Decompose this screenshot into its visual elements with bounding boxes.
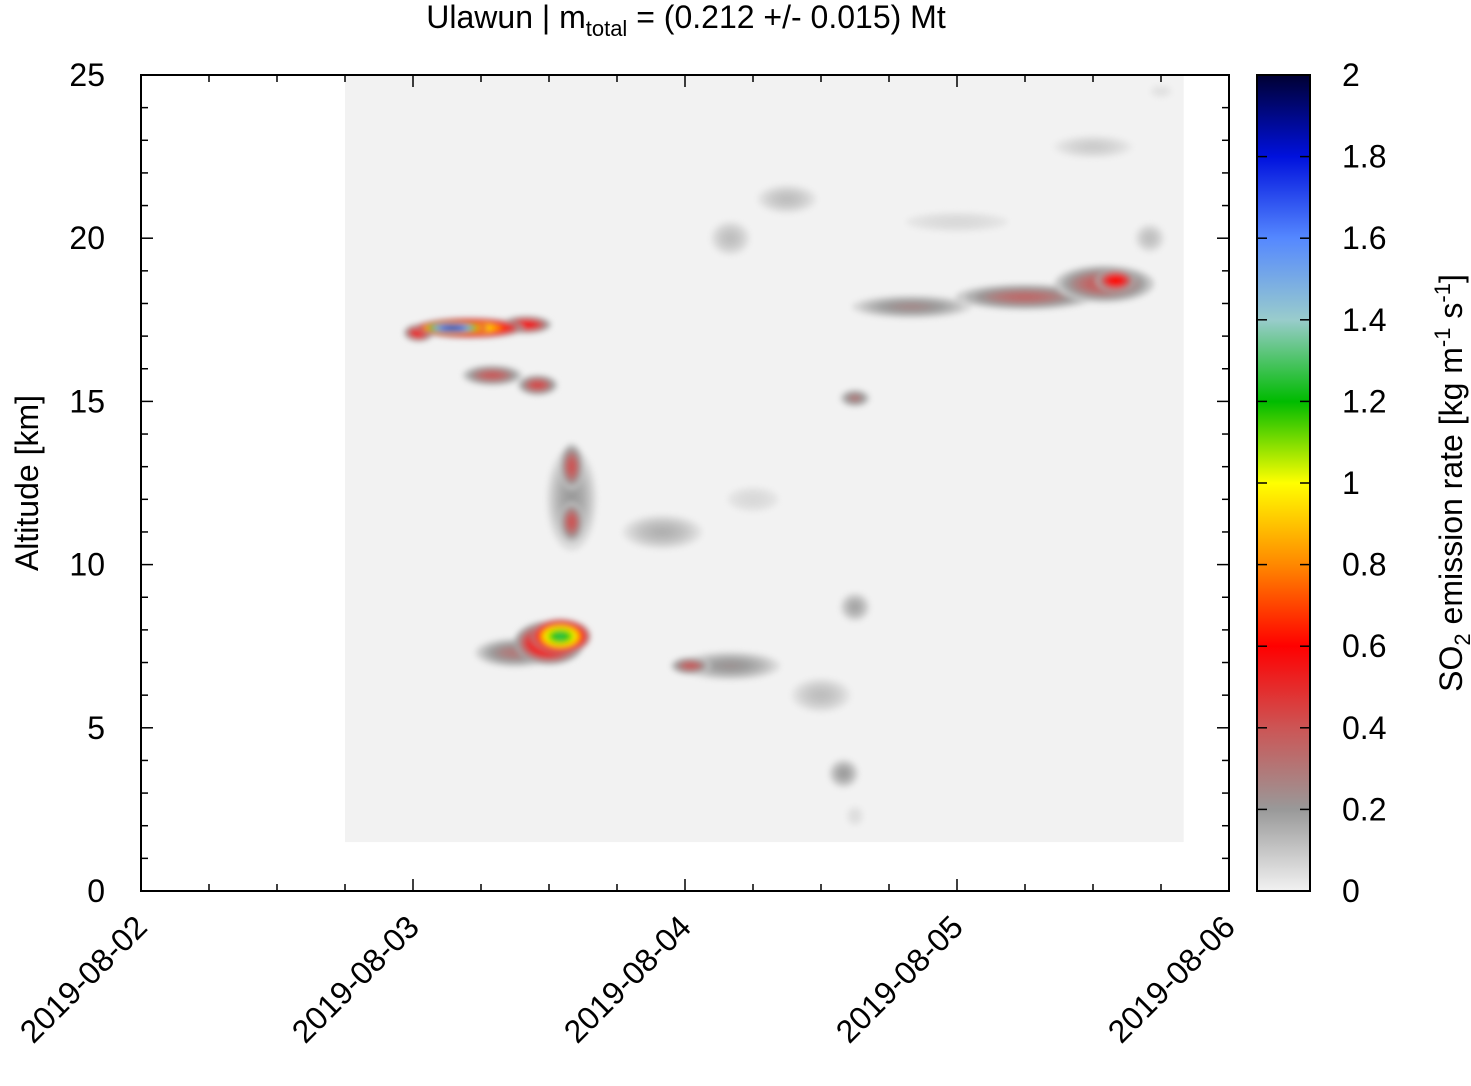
heatmap-blob — [462, 365, 523, 386]
heatmap-blob — [622, 514, 702, 550]
colorbar-tick-label: 0 — [1342, 873, 1360, 909]
heatmap-blob — [1150, 85, 1172, 98]
heatmap-blob — [710, 221, 751, 256]
heatmap-blob — [517, 375, 558, 396]
heatmap-blob — [1134, 223, 1165, 253]
heatmap-cell — [841, 771, 846, 776]
heatmap-blob — [1095, 269, 1136, 293]
colorbar-title: SO2 emission rate [kg m-1 s-1] — [1430, 274, 1471, 692]
heatmap-cell — [852, 604, 858, 610]
x-tick-label: 2019-08-06 — [1101, 908, 1242, 1049]
heatmap-blob — [559, 502, 584, 543]
heatmap-cell — [534, 383, 541, 387]
heatmap-cell — [447, 327, 458, 329]
colorbar-ticks: 0 0.2 0.4 0.6 0.8 1 1.2 1.4 1.6 1.8 2 — [1257, 57, 1386, 909]
colorbar: 0 0.2 0.4 0.6 0.8 1 1.2 1.4 1.6 1.8 2 SO2 emission… — [1256, 57, 1471, 909]
y-tick-label: 0 — [87, 873, 105, 909]
heatmap-cell — [727, 235, 734, 241]
heatmap-cell — [816, 692, 826, 698]
x-tick-label: 2019-08-05 — [829, 908, 970, 1049]
heatmap-blob — [1053, 135, 1133, 159]
heatmap-cell — [1015, 295, 1035, 299]
heatmap-blob — [670, 657, 711, 675]
plot-area — [141, 75, 1229, 891]
heatmap-cell — [1087, 145, 1099, 149]
colorbar-tick-label: 1.4 — [1342, 302, 1386, 338]
heatmap-blob — [530, 619, 591, 654]
heatmap-blob — [791, 678, 851, 713]
heatmap-blob — [757, 184, 817, 214]
heatmap-cell — [687, 664, 694, 668]
y-axis-title: Altitude [km] — [9, 395, 45, 571]
y-tick-label: 25 — [69, 57, 105, 93]
heatmap-cell — [569, 463, 574, 470]
colorbar-tick-label: 0.6 — [1342, 628, 1386, 664]
heatmap-cell — [556, 633, 565, 639]
heatmap-cell — [853, 814, 857, 818]
heatmap-blob — [680, 651, 780, 681]
colorbar-tick-label: 1.6 — [1342, 220, 1386, 256]
heatmap-blob — [846, 806, 864, 826]
colorbar-tick-label: 0.2 — [1342, 791, 1386, 827]
x-tick-label: 2019-08-04 — [557, 908, 698, 1049]
heatmap-cell — [522, 323, 530, 326]
heatmap-blob — [727, 487, 779, 512]
heatmap-blob — [840, 592, 870, 622]
y-tick-label: 15 — [69, 383, 105, 419]
heatmap-cell — [1147, 236, 1152, 241]
colorbar-tick-label: 2 — [1342, 57, 1360, 93]
heatmap-cell — [1158, 90, 1164, 93]
y-tick-label: 10 — [69, 547, 105, 583]
heatmap-cell — [416, 331, 421, 335]
heatmap-cell — [852, 396, 858, 400]
heatmap-cells — [403, 85, 1172, 826]
colorbar-tick-label: 1.8 — [1342, 139, 1386, 175]
y-tick-label: 20 — [69, 220, 105, 256]
y-axis-ticks: 0 5 10 15 20 25 — [69, 57, 1229, 909]
heatmap-blob — [852, 295, 972, 319]
colorbar-tick-label: 0.4 — [1342, 710, 1386, 746]
heatmap-cell — [723, 663, 738, 668]
heatmap-cell — [782, 196, 792, 202]
colorbar-tick-label: 1.2 — [1342, 383, 1386, 419]
heatmap-blob — [417, 321, 488, 335]
heatmap-blob — [906, 212, 1008, 232]
heatmap-blob — [840, 389, 870, 407]
heatmap-blob — [828, 759, 859, 788]
y-tick-label: 5 — [87, 710, 105, 746]
colorbar-tick-label: 1 — [1342, 465, 1360, 501]
x-tick-label: 2019-08-03 — [285, 908, 426, 1049]
chart-title: Ulawun | mtotal = (0.212 +/- 0.015) Mt — [426, 0, 946, 41]
heatmap-cell — [748, 497, 758, 502]
heatmap-blob — [559, 443, 584, 490]
x-tick-label: 2019-08-02 — [13, 908, 154, 1049]
heatmap-cell — [656, 529, 668, 535]
heatmap-cell — [569, 519, 574, 526]
heatmap-cell — [488, 373, 497, 377]
heatmap-cell — [948, 220, 966, 224]
heatmap-cell — [1112, 279, 1119, 283]
colorbar-tick-label: 0.8 — [1342, 547, 1386, 583]
heatmap-cell — [903, 305, 921, 309]
